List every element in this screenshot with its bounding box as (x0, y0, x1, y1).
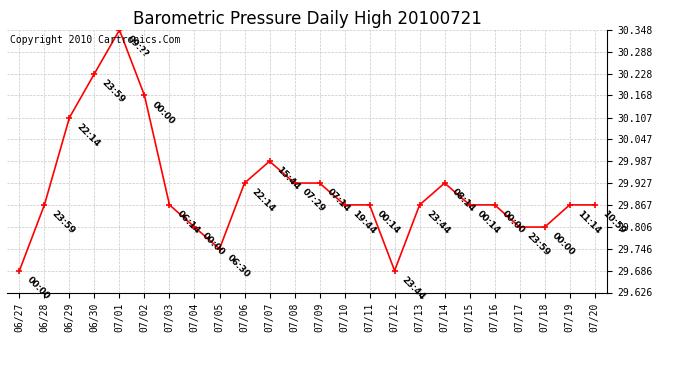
Text: 06:30: 06:30 (225, 253, 251, 279)
Text: 00:00: 00:00 (25, 275, 51, 301)
Text: 23:44: 23:44 (425, 209, 452, 236)
Text: 00:00: 00:00 (500, 209, 526, 235)
Text: 09:??: 09:?? (125, 34, 150, 59)
Text: 23:59: 23:59 (100, 78, 127, 105)
Text: 08:14: 08:14 (450, 187, 477, 214)
Text: 11:14: 11:14 (575, 209, 602, 236)
Text: 00:14: 00:14 (475, 209, 502, 236)
Text: 15:44: 15:44 (275, 165, 302, 192)
Text: 06:14: 06:14 (175, 209, 201, 236)
Title: Barometric Pressure Daily High 20100721: Barometric Pressure Daily High 20100721 (132, 10, 482, 28)
Text: 00:14: 00:14 (375, 209, 402, 236)
Text: Copyright 2010 Cartronics.Com: Copyright 2010 Cartronics.Com (10, 35, 180, 45)
Text: 23:59: 23:59 (525, 231, 552, 258)
Text: 22:14: 22:14 (250, 187, 277, 214)
Text: 19:44: 19:44 (350, 209, 377, 236)
Text: 23:59: 23:59 (50, 209, 77, 236)
Text: 00:00: 00:00 (200, 231, 226, 258)
Text: 22:14: 22:14 (75, 122, 101, 148)
Text: 23:44: 23:44 (400, 275, 427, 302)
Text: 07:29: 07:29 (300, 187, 327, 214)
Text: 00:00: 00:00 (150, 100, 176, 126)
Text: 10:59: 10:59 (600, 209, 627, 236)
Text: 07:14: 07:14 (325, 187, 352, 214)
Text: 00:00: 00:00 (550, 231, 576, 258)
